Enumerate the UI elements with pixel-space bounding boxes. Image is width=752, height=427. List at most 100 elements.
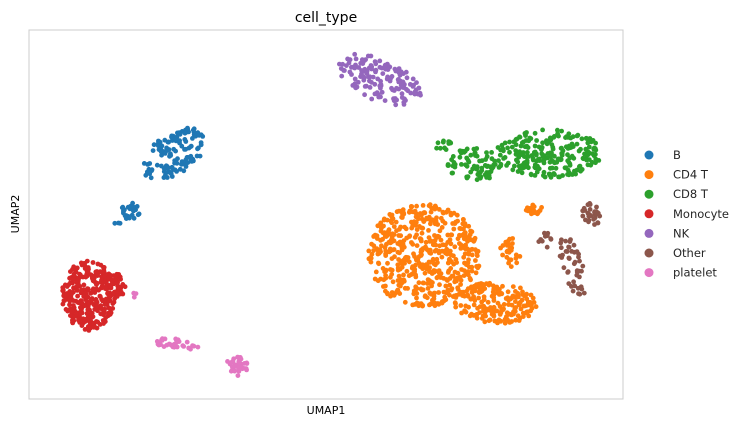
data-point: [517, 134, 523, 140]
data-point: [532, 173, 538, 178]
chart-title: cell_type: [295, 10, 357, 26]
data-point: [590, 151, 595, 157]
data-point: [373, 269, 379, 275]
data-point: [74, 311, 79, 317]
data-point: [504, 163, 509, 168]
data-point: [568, 145, 573, 151]
data-point: [361, 74, 366, 80]
data-point: [453, 301, 458, 306]
data-point: [114, 289, 120, 294]
data-point: [513, 148, 519, 154]
data-point: [188, 346, 193, 352]
data-point: [184, 339, 190, 345]
data-point: [359, 68, 364, 73]
data-point: [462, 148, 468, 154]
data-point: [431, 268, 437, 273]
data-point: [63, 307, 69, 312]
data-point: [154, 162, 160, 168]
data-point: [372, 276, 378, 282]
data-point: [491, 313, 497, 319]
data-point: [563, 249, 569, 254]
data-point: [568, 135, 574, 141]
data-point: [492, 162, 498, 167]
data-point: [85, 294, 91, 300]
data-point: [432, 221, 438, 227]
data-point: [382, 62, 388, 68]
legend-marker: [644, 209, 654, 219]
data-point: [581, 290, 587, 296]
data-point: [391, 96, 396, 102]
data-point: [445, 232, 451, 238]
data-point: [513, 252, 519, 258]
data-point: [168, 170, 174, 176]
data-point: [372, 91, 378, 97]
data-point: [427, 239, 433, 244]
data-point: [460, 293, 465, 298]
data-point: [553, 165, 559, 171]
data-point: [70, 280, 75, 286]
data-point: [514, 260, 520, 266]
data-point: [399, 247, 405, 253]
data-point: [133, 291, 139, 296]
data-point: [497, 304, 503, 309]
data-point: [485, 299, 491, 305]
data-point: [448, 287, 454, 293]
data-point: [580, 213, 586, 219]
data-point: [467, 313, 473, 319]
data-point: [406, 259, 412, 265]
data-point: [478, 174, 484, 180]
data-point: [479, 299, 485, 305]
data-point: [450, 154, 456, 159]
data-point: [114, 281, 120, 287]
data-point: [532, 143, 538, 149]
data-point: [508, 247, 514, 253]
data-point: [108, 284, 113, 289]
data-point: [131, 294, 137, 300]
data-point: [375, 76, 381, 82]
data-point: [116, 285, 122, 291]
data-point: [469, 264, 475, 270]
data-point: [413, 272, 418, 278]
data-point: [81, 294, 87, 299]
data-point: [232, 368, 238, 374]
data-point: [198, 140, 204, 146]
data-point: [427, 202, 433, 208]
data-point: [452, 269, 458, 275]
series-cd8-t: [434, 127, 602, 183]
data-point: [540, 140, 545, 146]
data-point: [402, 285, 408, 291]
data-point: [376, 94, 382, 100]
data-point: [536, 239, 542, 245]
data-point: [453, 257, 459, 262]
data-point: [62, 298, 67, 303]
data-point: [529, 211, 534, 217]
data-point: [344, 63, 349, 68]
data-point: [182, 130, 188, 136]
data-point: [432, 248, 438, 254]
data-point: [102, 286, 108, 291]
data-point: [540, 127, 545, 133]
data-point: [168, 342, 174, 348]
data-point: [177, 131, 183, 137]
data-point: [385, 74, 390, 80]
data-point: [567, 239, 573, 245]
data-point: [410, 84, 416, 89]
data-point: [596, 158, 602, 163]
data-point: [402, 257, 408, 263]
data-point: [437, 282, 442, 288]
data-point: [67, 302, 72, 308]
data-point: [82, 327, 88, 332]
data-point: [470, 166, 476, 172]
data-point: [448, 266, 454, 271]
data-point: [79, 288, 84, 293]
data-point: [414, 295, 419, 301]
data-point: [518, 152, 523, 158]
data-point: [471, 294, 476, 299]
data-point: [235, 373, 241, 378]
data-point: [367, 85, 373, 90]
data-point: [458, 245, 464, 251]
data-point: [416, 280, 422, 286]
data-point: [432, 206, 438, 212]
data-point: [387, 64, 393, 70]
data-point: [414, 203, 419, 209]
